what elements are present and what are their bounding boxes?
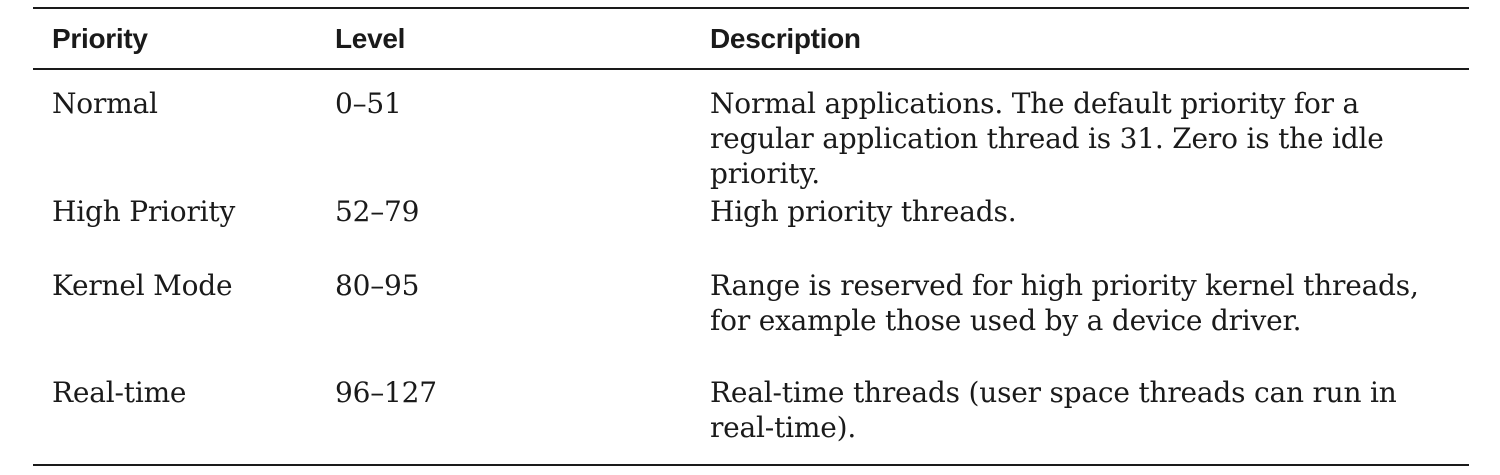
row-level: 80–95: [335, 269, 420, 302]
table-top-rule: [33, 7, 1469, 9]
header-priority: Priority: [52, 23, 148, 54]
table-header-row: Priority Level Description: [33, 9, 1469, 68]
priority-table: Priority Level Description Normal 0–51 N…: [33, 7, 1469, 466]
row-priority: Real-time: [52, 376, 187, 409]
row-priority: Normal: [52, 87, 158, 120]
row-priority: High Priority: [52, 195, 236, 228]
row-description: Range is reserved for high priority kern…: [710, 269, 1419, 337]
header-level: Level: [335, 23, 406, 54]
table-header-rule: [33, 68, 1469, 70]
row-description: Normal applications. The default priorit…: [710, 87, 1384, 190]
row-level: 52–79: [335, 195, 420, 228]
row-description: Real-time threads (user space threads ca…: [710, 376, 1397, 444]
row-level: 0–51: [335, 87, 402, 120]
row-priority: Kernel Mode: [52, 269, 233, 302]
row-level: 96–127: [335, 376, 437, 409]
header-description: Description: [710, 23, 861, 54]
row-description: High priority threads.: [710, 195, 1017, 228]
table-bottom-rule: [33, 464, 1469, 466]
